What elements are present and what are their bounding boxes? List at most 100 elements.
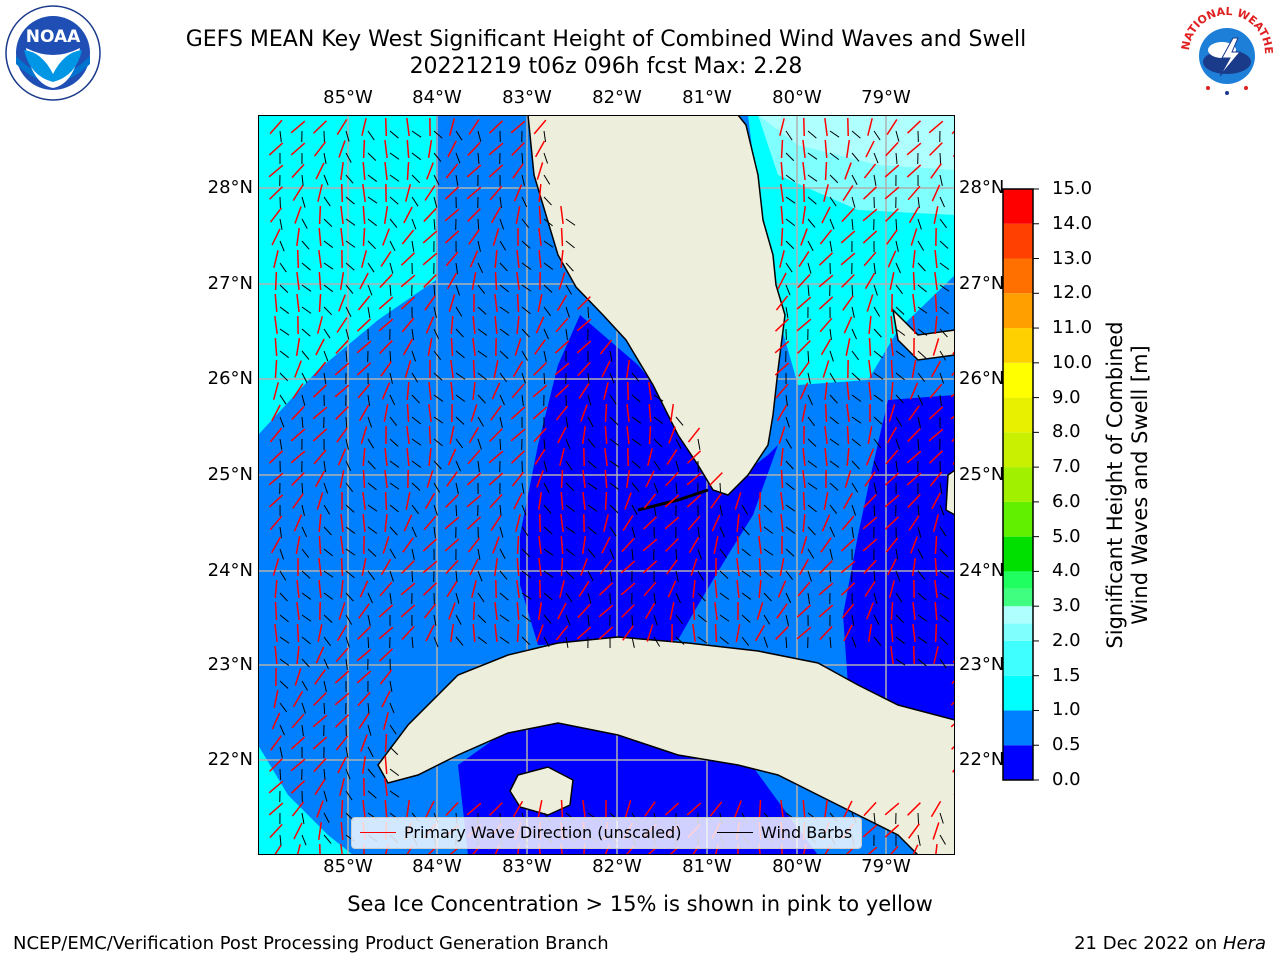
wave-arrow-406 bbox=[582, 469, 586, 489]
wave-arrow-188 bbox=[448, 294, 456, 312]
wind-barb-593 bbox=[521, 614, 532, 623]
wind-barb-168 bbox=[521, 284, 532, 292]
wind-barb-155 bbox=[939, 262, 950, 270]
wave-arrow-528 bbox=[493, 557, 499, 577]
wind-barb-442 bbox=[719, 504, 723, 516]
wind-barb-17 bbox=[873, 130, 881, 141]
wind-barb-344 bbox=[499, 438, 502, 451]
wave-arrow-369 bbox=[406, 447, 410, 467]
wave-arrow-381 bbox=[666, 449, 678, 465]
wind-barb-532 bbox=[587, 570, 594, 581]
wind-barb-558 bbox=[455, 592, 460, 604]
wind-barb-347 bbox=[565, 438, 571, 450]
wave-arrow-73 bbox=[424, 185, 436, 201]
wind-barb-28 bbox=[411, 152, 422, 161]
colorbar-tick-label: 13.0 bbox=[1052, 247, 1093, 269]
wave-arrow-454 bbox=[269, 515, 283, 531]
wave-arrow-363 bbox=[268, 450, 284, 464]
wind-barb-731 bbox=[301, 834, 307, 846]
wave-arrow-396 bbox=[362, 469, 366, 489]
wave-arrow-642 bbox=[890, 623, 894, 643]
wave-arrow-366 bbox=[337, 448, 347, 466]
wind-barb-491 bbox=[389, 548, 397, 559]
wind-barb-240 bbox=[543, 350, 547, 362]
wave-arrow-334 bbox=[269, 427, 283, 443]
wind-barb-312 bbox=[411, 416, 421, 425]
wave-arrow-244 bbox=[774, 340, 790, 354]
wave-arrow-429 bbox=[424, 492, 436, 510]
wind-barb-620 bbox=[411, 636, 414, 648]
wave-arrow-626 bbox=[536, 624, 544, 642]
wave-arrow-616 bbox=[317, 624, 323, 642]
wave-arrow-686 bbox=[313, 757, 327, 773]
wind-barb-268 bbox=[609, 372, 615, 384]
wind-barb-585 bbox=[345, 614, 353, 625]
wave-arrow-315 bbox=[470, 404, 478, 422]
wave-arrow-155 bbox=[934, 249, 938, 269]
wind-barb-370 bbox=[433, 460, 442, 470]
wave-arrow-666 bbox=[334, 692, 350, 706]
wind-barb-339 bbox=[389, 438, 399, 447]
wind-barb-490 bbox=[367, 548, 377, 557]
lat-label-right-26n: 26°N bbox=[959, 368, 1005, 389]
wind-barb-663 bbox=[279, 702, 287, 713]
lon-label-bottom-85w: 85°W bbox=[323, 856, 373, 877]
wind-barb-521 bbox=[345, 570, 355, 579]
wind-barb-409 bbox=[653, 482, 659, 494]
wind-barb-727 bbox=[917, 812, 920, 825]
colorbar-band-18 bbox=[1003, 189, 1033, 224]
wave-arrow-257 bbox=[356, 362, 372, 376]
wave-arrow-78 bbox=[538, 183, 542, 203]
wave-arrow-296 bbox=[648, 381, 652, 401]
lat-label-left-26n: 26°N bbox=[207, 368, 253, 389]
wave-arrow-403 bbox=[511, 471, 525, 487]
wave-arrow-211 bbox=[425, 316, 435, 334]
wind-barb-686 bbox=[323, 768, 326, 780]
wind-barb-616 bbox=[323, 636, 331, 647]
wind-barb-526 bbox=[455, 570, 458, 582]
wind-barb-520 bbox=[323, 570, 334, 578]
wind-barb-527 bbox=[477, 570, 483, 582]
wind-barb-348 bbox=[587, 438, 596, 448]
wind-barb-275 bbox=[895, 372, 905, 381]
wave-arrow-497 bbox=[516, 535, 520, 555]
wind-barb-299 bbox=[829, 394, 838, 404]
wave-arrow-98 bbox=[490, 206, 502, 224]
wind-barb-50 bbox=[411, 174, 421, 184]
wind-barb-114 bbox=[345, 240, 356, 248]
wave-arrow-496 bbox=[492, 536, 500, 554]
wind-barb-371 bbox=[455, 460, 461, 472]
wave-arrow-640 bbox=[843, 624, 853, 642]
wind-barb-272 bbox=[829, 372, 837, 383]
wind-barb-152 bbox=[873, 262, 876, 274]
wind-barb-533 bbox=[609, 570, 613, 582]
bahamas-south bbox=[945, 469, 955, 516]
wind-barb-564 bbox=[587, 592, 592, 604]
wind-barb-627 bbox=[565, 636, 569, 648]
wave-arrow-588 bbox=[400, 604, 416, 618]
wave-arrow-288 bbox=[472, 381, 476, 401]
wind-barb-591 bbox=[477, 614, 487, 624]
wave-arrow-39 bbox=[865, 140, 875, 158]
wave-arrow-91 bbox=[340, 205, 344, 225]
wind-barb-608 bbox=[851, 614, 855, 626]
wind-barb-682 bbox=[389, 746, 399, 756]
wave-arrow-248 bbox=[868, 337, 872, 357]
wind-barb-191 bbox=[521, 306, 531, 315]
wave-arrow-380 bbox=[647, 448, 653, 466]
wave-arrow-422 bbox=[268, 494, 284, 508]
wave-arrow-475 bbox=[736, 513, 740, 533]
wave-arrow-720 bbox=[758, 799, 762, 819]
wind-barb-57 bbox=[785, 174, 796, 183]
wind-barb-176 bbox=[895, 284, 903, 295]
wind-barb-350 bbox=[631, 438, 642, 446]
wave-arrow-727 bbox=[907, 802, 921, 816]
wind-barb-480 bbox=[851, 526, 855, 538]
wave-arrow-614 bbox=[274, 623, 278, 643]
wave-arrow-221 bbox=[819, 317, 833, 333]
footer-date-text: 21 Dec 2022 on bbox=[1074, 933, 1223, 954]
wave-arrow-41 bbox=[906, 142, 922, 156]
wave-arrow-364 bbox=[290, 450, 306, 464]
lon-label-top-85w: 85°W bbox=[323, 87, 373, 108]
wind-barb-670 bbox=[279, 724, 285, 736]
